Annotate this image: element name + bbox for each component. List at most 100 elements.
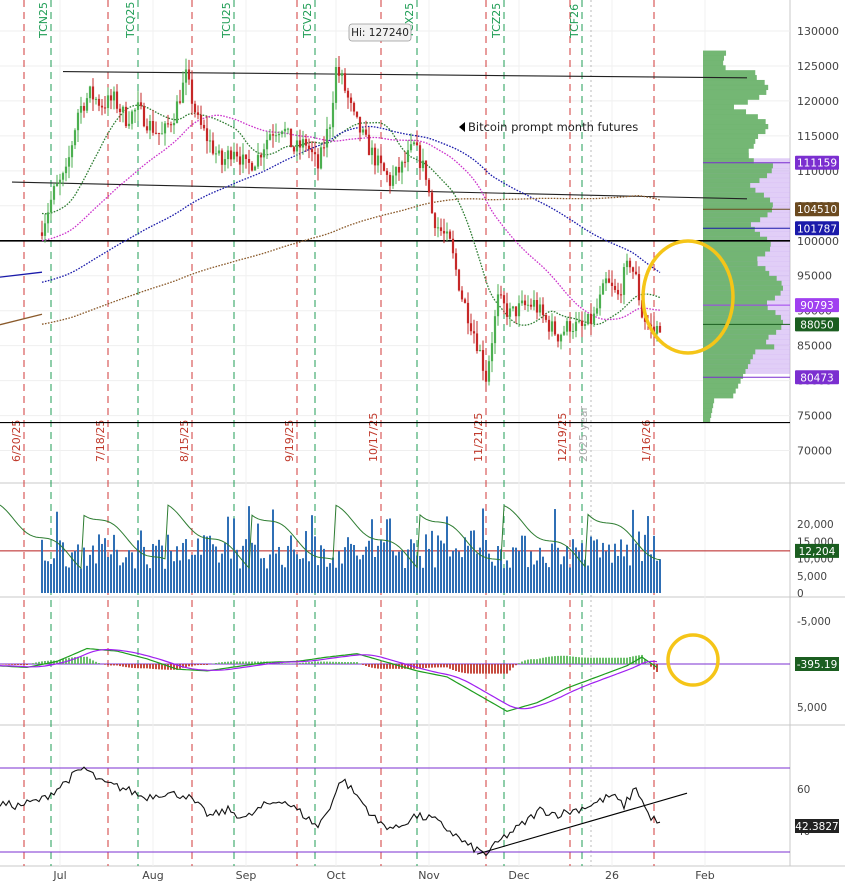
volume-bar	[191, 555, 193, 593]
level-tag-label: 101787	[797, 223, 837, 235]
volume-bar	[176, 546, 178, 593]
volume-bar	[461, 557, 463, 593]
volume-bar	[302, 558, 304, 593]
volume-bar	[488, 554, 490, 593]
candle-body	[89, 86, 91, 98]
candle-body	[455, 253, 457, 269]
candle-body	[449, 231, 451, 238]
price-tick-label: 120000	[797, 95, 839, 108]
profile-bar	[703, 408, 712, 413]
volume-bar	[206, 537, 208, 593]
candle-body	[440, 227, 442, 231]
level-tag-label: 111159	[797, 158, 837, 170]
volume-bar	[356, 556, 358, 593]
candle-body	[527, 305, 529, 306]
volume-bar	[158, 540, 160, 593]
profile-bar	[703, 286, 783, 291]
volume-bar	[281, 565, 283, 593]
volume-bar	[77, 544, 79, 593]
volume-bar	[635, 544, 637, 593]
volume-bar	[149, 568, 151, 593]
candle-body	[488, 361, 490, 381]
volume-bar	[365, 547, 367, 593]
candle-body	[560, 335, 562, 342]
macd-histogram-bar	[575, 657, 577, 664]
profile-bar	[703, 51, 726, 56]
volume-bar	[458, 551, 460, 593]
candle-body	[191, 80, 193, 104]
macd-histogram-bar	[26, 664, 28, 665]
volume-bar	[179, 560, 181, 593]
candle-body	[302, 139, 304, 147]
macd-histogram-bar	[590, 658, 592, 664]
volume-bar	[89, 555, 91, 593]
candle-body	[497, 294, 499, 316]
profile-bar	[703, 364, 748, 369]
candle-body	[626, 261, 628, 267]
volume-bar	[455, 548, 457, 593]
macd-histogram-bar	[140, 664, 142, 668]
macd-histogram-bar	[509, 664, 511, 670]
macd-histogram-bar	[329, 662, 331, 664]
candle-body	[254, 167, 256, 171]
macd-histogram-bar	[539, 658, 541, 664]
volume-bar	[581, 543, 583, 593]
level-tag-label: 80473	[800, 372, 833, 384]
volume-bar	[119, 565, 121, 593]
expiry-label: 10/17/25	[367, 413, 380, 462]
macd-tick-label: -5,000	[797, 616, 831, 628]
candle-body	[53, 186, 55, 200]
macd-histogram-bar	[149, 664, 151, 669]
candle-body	[161, 133, 163, 134]
candle-body	[218, 151, 220, 154]
volume-bar	[230, 559, 232, 593]
profile-bar	[703, 144, 754, 149]
volume-bar	[41, 540, 43, 593]
macd-histogram-bar	[35, 662, 37, 664]
volume-bar	[65, 566, 67, 593]
expiry-label: 8/15/25	[178, 420, 191, 462]
macd-histogram-bar	[155, 664, 157, 669]
candle-body	[263, 149, 265, 157]
candle-body	[317, 154, 319, 168]
candle-body	[602, 283, 604, 294]
candle-body	[80, 106, 82, 113]
candle-body	[611, 283, 613, 286]
volume-bar	[278, 547, 280, 593]
candle-body	[212, 140, 214, 153]
candle-body	[509, 308, 511, 316]
macd-histogram-bar	[581, 657, 583, 664]
price-tick-label: 115000	[797, 130, 839, 143]
profile-bar	[703, 276, 777, 281]
volume-bar	[476, 553, 478, 593]
candle-body	[278, 134, 280, 135]
candle-body	[635, 272, 637, 274]
macd-histogram-bar	[437, 664, 439, 667]
candle-body	[176, 101, 178, 123]
candle-body	[431, 192, 433, 213]
volume-bar	[194, 555, 196, 593]
profile-bar	[703, 290, 781, 295]
profile-bar	[703, 315, 781, 320]
profile-bar	[703, 266, 765, 271]
volume-bar	[509, 568, 511, 593]
macd-histogram-bar	[134, 664, 136, 668]
volume-bar	[632, 510, 634, 593]
candle-body	[503, 295, 505, 303]
candle-body	[410, 144, 412, 150]
macd-histogram-bar	[563, 656, 565, 664]
volume-bar	[629, 565, 631, 593]
candle-body	[320, 147, 322, 168]
candle-body	[377, 156, 379, 166]
macd-histogram-bar	[422, 664, 424, 668]
candle-body	[182, 83, 184, 103]
macd-histogram-bar	[548, 657, 550, 664]
candle-body	[368, 135, 370, 155]
volume-bar	[131, 552, 133, 593]
volume-bar	[428, 549, 430, 593]
candle-body	[374, 148, 376, 166]
month-label: Jul	[52, 869, 66, 882]
candle-body	[581, 321, 583, 326]
macd-histogram-bar	[113, 664, 115, 665]
volume-bar	[659, 559, 661, 593]
